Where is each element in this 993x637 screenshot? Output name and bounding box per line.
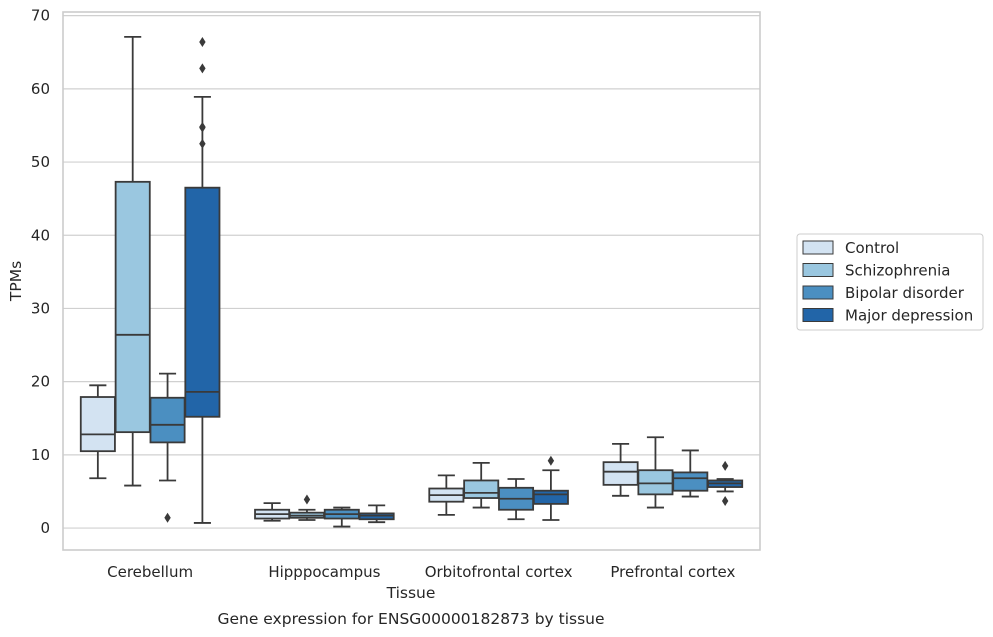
y-tick-label-0: 0 <box>40 519 50 537</box>
x-tick-label-2: Orbitofrontal cortex <box>425 563 573 581</box>
box-1-0 <box>254 502 291 522</box>
x-tick-labels: Cerebellum Hipppocampus Orbitofrontal cort… <box>107 563 735 581</box>
box-0-3 <box>184 37 221 524</box>
box-iqr <box>532 489 569 505</box>
legend-label-1: Schizophrenia <box>845 262 950 280</box>
plot-frame <box>62 11 761 551</box>
y-tick-label-60: 60 <box>31 80 50 98</box>
y-tick-label-20: 20 <box>31 373 50 391</box>
outlier-1 <box>199 138 206 149</box>
outlier-2 <box>199 63 206 74</box>
box-1-2 <box>323 506 360 528</box>
box-3-0 <box>602 442 639 497</box>
y-tick-label-70: 70 <box>31 7 50 25</box>
box-iqr <box>672 471 709 492</box>
box-3-1 <box>637 436 674 509</box>
x-axis-label: Tissue <box>386 584 436 602</box>
outlier-4 <box>199 121 206 132</box>
legend-swatch-2 <box>802 285 834 300</box>
y-tick-label-30: 30 <box>31 299 50 317</box>
y-axis-label: TPMs <box>7 261 25 302</box>
legend-label-3: Major depression <box>845 307 973 325</box>
box-2-0 <box>428 474 465 516</box>
box-1-1 <box>288 494 325 521</box>
box-2-3 <box>532 455 569 521</box>
box-iqr <box>149 396 186 444</box>
box-iqr <box>463 479 500 499</box>
box-iqr <box>602 461 639 486</box>
y-tick-label-10: 10 <box>31 446 50 464</box>
y-tick-label-50: 50 <box>31 153 50 171</box>
outlier-1 <box>721 495 729 506</box>
x-tick-label-0: Cerebellum <box>107 563 193 581</box>
outlier-0 <box>721 460 729 471</box>
box-2-2 <box>498 478 535 521</box>
legend: Control Schizophrenia Bipolar disorder Majo… <box>796 233 984 331</box>
gridlines <box>63 15 760 529</box>
legend-swatch-3 <box>802 308 834 322</box>
outlier-0 <box>547 455 555 466</box>
legend-label-0: Control <box>845 239 899 257</box>
x-tick-label-1: Hipppocampus <box>268 563 380 581</box>
box-2-1 <box>463 461 500 509</box>
outlier-0 <box>164 512 171 523</box>
legend-label-2: Bipolar disorder <box>845 284 965 302</box>
box-iqr <box>114 180 151 434</box>
box-0-2 <box>149 372 186 523</box>
chart-caption: Gene expression for ENSG00000182873 by t… <box>217 610 604 628</box>
outlier-0 <box>303 494 311 505</box>
box-iqr <box>184 186 221 418</box>
legend-swatch-1 <box>802 263 834 277</box>
box-0-1 <box>114 35 151 487</box>
y-tick-label-40: 40 <box>31 226 50 244</box>
box-3-3 <box>707 460 744 506</box>
box-plots <box>79 35 744 528</box>
box-iqr <box>79 396 116 453</box>
y-tick-labels: 0 10 20 30 40 50 60 70 <box>31 7 50 537</box>
x-tick-label-3: Prefrontal cortex <box>610 563 735 581</box>
box-3-2 <box>672 449 709 498</box>
outlier-3 <box>199 37 206 48</box>
legend-frame <box>796 233 984 331</box>
box-iqr <box>637 469 674 496</box>
box-1-3 <box>358 504 395 524</box>
box-0-0 <box>79 384 116 480</box>
legend-swatch-0 <box>802 240 834 255</box>
